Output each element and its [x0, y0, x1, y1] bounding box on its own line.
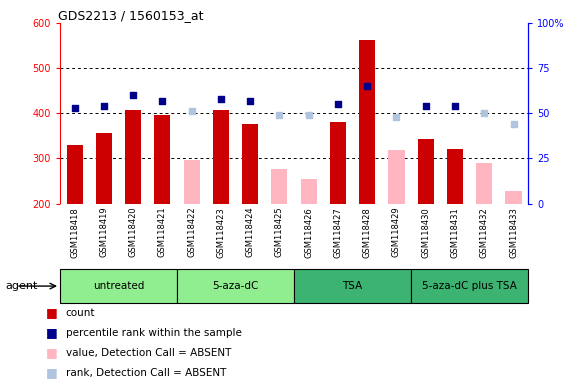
Text: GDS2213 / 1560153_at: GDS2213 / 1560153_at: [58, 9, 203, 22]
Text: GSM118428: GSM118428: [363, 207, 372, 258]
Bar: [359, 40, 375, 204]
Text: GSM118429: GSM118429: [392, 207, 401, 257]
Point: [275, 112, 284, 118]
Text: percentile rank within the sample: percentile rank within the sample: [66, 328, 242, 338]
Bar: [184, 160, 200, 204]
Text: GSM118427: GSM118427: [333, 207, 343, 258]
Text: count: count: [66, 308, 95, 318]
Text: GSM118430: GSM118430: [421, 207, 431, 258]
Text: GSM118419: GSM118419: [99, 207, 108, 257]
Bar: [330, 122, 346, 204]
Point: [480, 110, 489, 116]
Text: value, Detection Call = ABSENT: value, Detection Call = ABSENT: [66, 348, 231, 358]
Point: [216, 96, 226, 102]
Point: [509, 121, 518, 127]
Point: [70, 105, 79, 111]
Text: GSM118422: GSM118422: [187, 207, 196, 257]
Point: [246, 98, 255, 104]
Text: GSM118418: GSM118418: [70, 207, 79, 258]
Text: GSM118423: GSM118423: [216, 207, 226, 258]
Bar: [96, 133, 112, 204]
Bar: [67, 145, 83, 204]
Bar: [125, 110, 141, 204]
Bar: [213, 110, 229, 204]
Text: 5-aza-dC plus TSA: 5-aza-dC plus TSA: [422, 281, 517, 291]
Text: ■: ■: [46, 306, 58, 319]
Bar: [476, 163, 492, 204]
Text: agent: agent: [6, 281, 38, 291]
Bar: [447, 149, 463, 204]
Text: 5-aza-dC: 5-aza-dC: [212, 281, 259, 291]
Bar: [418, 139, 434, 204]
Bar: [60, 269, 177, 303]
Point: [333, 101, 343, 108]
Bar: [505, 191, 521, 204]
Text: GSM118424: GSM118424: [246, 207, 255, 257]
Text: ■: ■: [46, 366, 58, 379]
Text: rank, Detection Call = ABSENT: rank, Detection Call = ABSENT: [66, 368, 226, 378]
Text: TSA: TSA: [343, 281, 363, 291]
Text: GSM118433: GSM118433: [509, 207, 518, 258]
Point: [304, 112, 313, 118]
Text: untreated: untreated: [93, 281, 144, 291]
Point: [187, 108, 196, 114]
Bar: [388, 150, 404, 204]
Text: GSM118432: GSM118432: [480, 207, 489, 258]
Bar: [271, 169, 287, 204]
Point: [128, 92, 138, 98]
Point: [99, 103, 108, 109]
Point: [421, 103, 431, 109]
Text: ■: ■: [46, 326, 58, 339]
Text: ■: ■: [46, 346, 58, 359]
Text: GSM118431: GSM118431: [451, 207, 460, 258]
Text: GSM118426: GSM118426: [304, 207, 313, 258]
Text: GSM118420: GSM118420: [128, 207, 138, 257]
Text: GSM118421: GSM118421: [158, 207, 167, 257]
Bar: [411, 269, 528, 303]
Point: [451, 103, 460, 109]
Bar: [301, 179, 317, 204]
Bar: [294, 269, 411, 303]
Text: GSM118425: GSM118425: [275, 207, 284, 257]
Bar: [242, 124, 258, 204]
Bar: [177, 269, 294, 303]
Bar: [154, 115, 170, 204]
Point: [363, 83, 372, 89]
Point: [158, 98, 167, 104]
Point: [392, 114, 401, 120]
